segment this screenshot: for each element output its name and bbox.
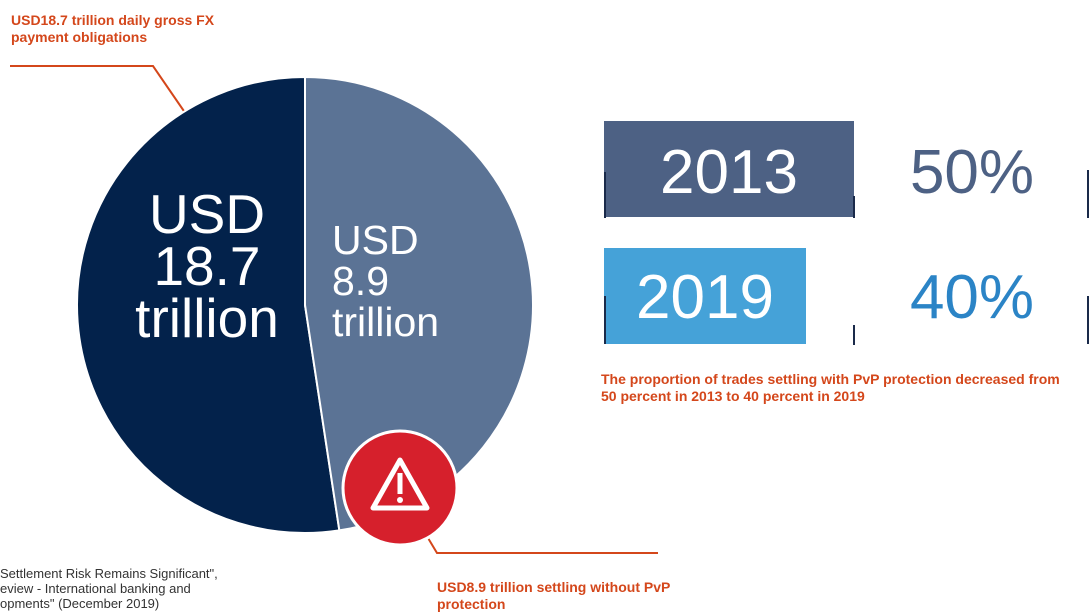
- percent-box-2013: 50%: [856, 121, 1088, 217]
- bar-tick: [853, 325, 855, 345]
- slice-label-line: 8.9: [332, 258, 389, 304]
- year-box-2013: 2013: [604, 121, 854, 217]
- slice-label-line: USD: [148, 183, 266, 245]
- source-line: eview - International banking and: [0, 581, 191, 596]
- callout-without-pvp: USD8.9 trillion settling without PvP pro…: [437, 579, 671, 612]
- slice-label-line: trillion: [135, 287, 279, 349]
- slice-label-line: 18.7: [153, 235, 261, 297]
- slice-label-line: trillion: [332, 299, 440, 345]
- slice-label-usd-8-9: USD 8.9 trillion: [332, 220, 472, 343]
- callout-total-obligations: USD18.7 trillion daily gross FX payment …: [11, 12, 215, 45]
- source-line: Settlement Risk Remains Significant",: [0, 566, 218, 581]
- source-line: opments" (December 2019): [0, 596, 160, 611]
- bar-tick: [604, 172, 606, 218]
- bar-tick: [1087, 170, 1089, 218]
- slice-label-usd-18-7: USD 18.7 trillion: [108, 183, 306, 349]
- warning-triangle-icon: [370, 457, 430, 511]
- source-citation: Settlement Risk Remains Significant", ev…: [0, 566, 300, 611]
- slice-label-line: USD: [332, 217, 419, 263]
- percent-box-2019: 40%: [856, 248, 1088, 344]
- warning-exclamation-bar: [397, 473, 403, 494]
- bar-tick: [1087, 296, 1089, 344]
- leader-line-top: [10, 65, 189, 118]
- bar-tick: [604, 296, 606, 344]
- warning-exclamation-dot: [397, 497, 403, 503]
- pvp-proportion-note: The proportion of trades settling with P…: [601, 371, 1060, 404]
- year-box-2019: 2019: [604, 248, 806, 344]
- leader-line-bottom: [424, 532, 658, 554]
- bar-tick: [853, 196, 855, 218]
- warning-badge: [341, 429, 459, 547]
- pie-slice-usd-18-7: [76, 75, 341, 534]
